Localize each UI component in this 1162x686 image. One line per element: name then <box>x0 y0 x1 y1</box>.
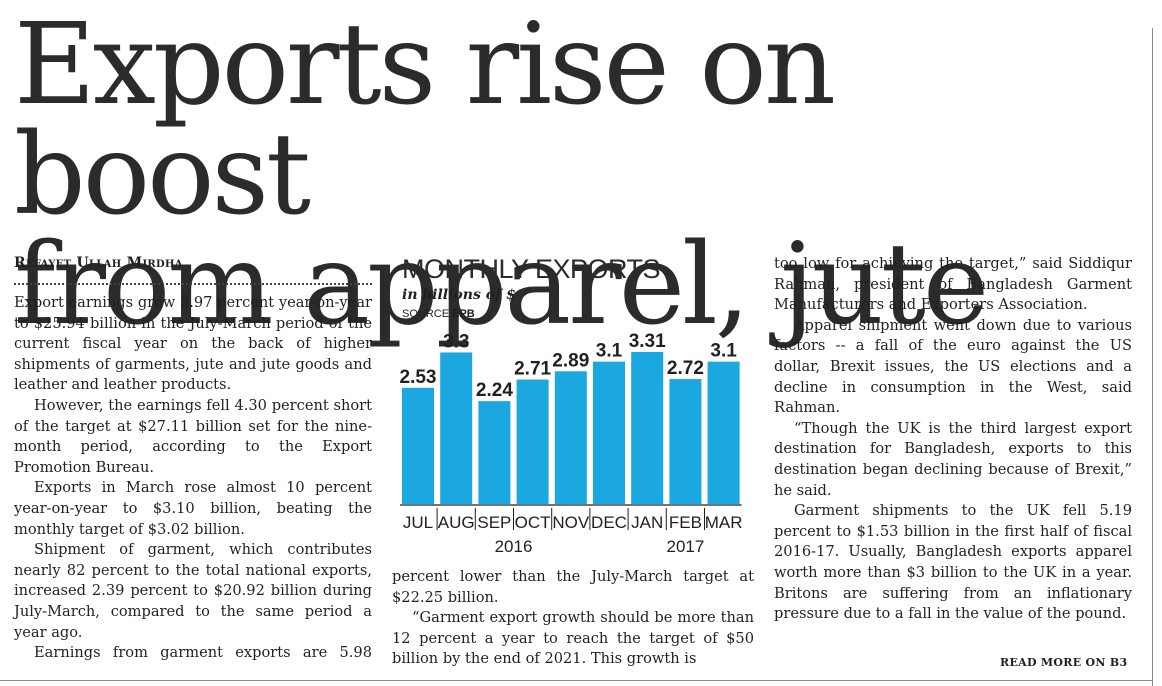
paragraph: too low for achieving the target,” said … <box>774 255 1132 314</box>
bar-sep <box>478 401 511 504</box>
bar-mar <box>707 361 740 504</box>
paragraph: However, the earnings fell 4.30 percent … <box>14 396 372 476</box>
article-column-2: percent lower than the July-March target… <box>392 567 754 670</box>
x-tick-label-oct: OCT <box>515 513 551 532</box>
monthly-exports-chart: MONTHLY EXPORTS in billions of $ SOURCE:… <box>392 250 754 560</box>
bar-jul <box>402 387 434 504</box>
bar-oct <box>516 379 549 504</box>
chart-subtitle: in billions of $ <box>402 287 516 303</box>
data-label-sep: 2.24 <box>476 380 513 401</box>
headline-line-1: Exports rise on boost <box>14 0 836 240</box>
x-tick-label-aug: AUG <box>438 513 475 532</box>
data-label-feb: 2.72 <box>667 358 704 379</box>
headline: Exports rise on boost from apparel, jute <box>14 9 1134 341</box>
paragraph: Earnings from garment exports are 5.98 <box>34 644 372 662</box>
x-tick-label-sep: SEP <box>477 513 511 532</box>
paragraph: “Though the UK is the third largest expo… <box>774 419 1132 499</box>
byline: Refayet Ullah Mirdha <box>14 255 183 271</box>
paragraph: Apparel shipment went down due to variou… <box>774 316 1132 417</box>
paragraph: percent lower than the July-March target… <box>392 568 754 606</box>
paragraph: Exports in March rose almost 10 percent … <box>14 479 372 538</box>
chart-source-value: EPB <box>452 308 475 320</box>
chart-plot: 2.53 JUL 3.3 AUG 2.24 SEP 2.71 OCT 2.89 NOV 3.1 DEC… <box>400 331 743 556</box>
data-label-dec: 3.1 <box>596 341 623 362</box>
bar-nov <box>554 371 587 504</box>
x-tick-label-nov: NOV <box>552 513 590 532</box>
bar-aug <box>440 352 473 504</box>
paragraph: Garment shipments to the UK fell 5.19 pe… <box>774 502 1132 623</box>
data-label-oct: 2.71 <box>514 359 551 380</box>
x-tick-label-dec: DEC <box>591 513 627 532</box>
article-column-1: Export earnings grew 3.97 percent year-o… <box>14 293 372 664</box>
data-label-jan: 3.31 <box>629 331 666 352</box>
data-label-jul: 2.53 <box>400 367 437 388</box>
bar-feb <box>669 379 702 504</box>
chart-source: SOURCE:EPB <box>402 308 475 320</box>
paragraph: Shipment of garment, which contributes n… <box>14 541 372 641</box>
paragraph: Export earnings grew 3.97 percent year-o… <box>14 294 372 394</box>
article-column-3: too low for achieving the target,” said … <box>774 254 1132 625</box>
year-label-2016: 2016 <box>495 537 533 556</box>
bottom-rule <box>0 680 1152 681</box>
x-tick-label-jan: JAN <box>631 513 663 532</box>
data-label-mar: 3.1 <box>710 341 737 362</box>
bar-jan <box>631 352 664 504</box>
x-tick-label-mar: MAR <box>705 513 743 532</box>
headline-line-2: from apparel, jute <box>14 220 989 350</box>
chart-source-label: SOURCE: <box>402 308 453 320</box>
read-more-link[interactable]: READ MORE ON B3 <box>1000 656 1128 669</box>
byline-dotted-rule <box>14 283 372 285</box>
chart-title: MONTHLY EXPORTS <box>402 254 661 284</box>
x-tick-label-feb: FEB <box>669 513 702 532</box>
bar-dec <box>593 361 625 504</box>
column-divider-right <box>1152 28 1153 686</box>
x-tick-label-jul: JUL <box>403 513 433 532</box>
paragraph: “Garment export growth should be more th… <box>392 609 754 668</box>
year-label-2017: 2017 <box>666 537 704 556</box>
data-label-nov: 2.89 <box>552 350 589 371</box>
data-label-aug: 3.3 <box>443 331 469 352</box>
